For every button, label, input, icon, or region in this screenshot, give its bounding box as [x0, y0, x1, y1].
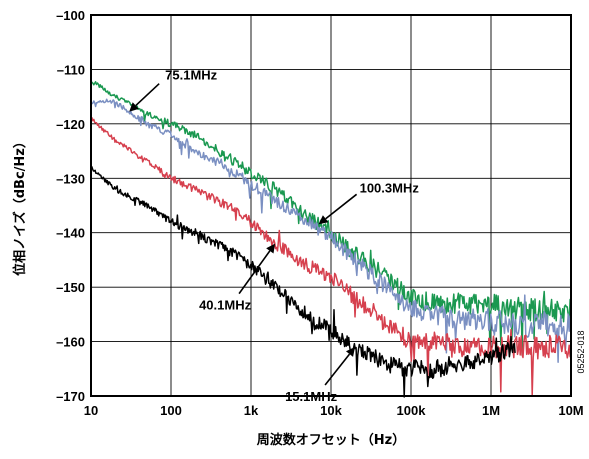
series-line-100.3MHz [90, 80, 572, 356]
y-tick-label: –100 [56, 8, 85, 23]
annotation-arrow-head [318, 215, 329, 225]
y-tick-labels: –100 –110 –120 –130 –140 –150 –160 –170 [56, 8, 85, 404]
annotation-label: 75.1MHz [165, 68, 218, 83]
y-axis-label: 位相ノイズ（dBc/Hz） [12, 135, 28, 276]
x-axis-label: 周波数オフセット（Hz） [257, 432, 405, 448]
x-tick-label: 100 [160, 403, 182, 418]
y-tick-label: –150 [56, 280, 85, 295]
annotation-arrow-shaft [135, 83, 160, 107]
y-tick-label: –140 [56, 226, 85, 241]
annotation-arrow-shaft [324, 353, 351, 386]
annotation-arrow-shaft [325, 193, 358, 220]
annotation-arrow-head [266, 243, 276, 254]
annotation-label: 15.1MHz [285, 389, 338, 404]
y-tick-label: –170 [56, 389, 85, 404]
x-tick-label: 100k [397, 403, 427, 418]
x-tick-label: 1M [482, 403, 500, 418]
y-tick-label: –130 [56, 171, 85, 186]
y-tick-label: –160 [56, 335, 85, 350]
annotation-arrow-head [345, 347, 356, 357]
gridlines [90, 14, 572, 397]
x-tick-label: 10 [84, 403, 98, 418]
series-line-15.1MHz [90, 165, 516, 398]
figure-id: 05252-018 [576, 330, 586, 373]
x-tick-labels: 10 100 1k 10k 100k 1M 10M [84, 403, 584, 418]
series-line-75.1MHz [90, 98, 572, 363]
plot-frame [90, 14, 572, 397]
annotation-arrow-shaft [238, 250, 271, 295]
series-lines [90, 80, 572, 398]
x-tick-label: 1k [244, 403, 259, 418]
y-tick-label: –110 [57, 62, 85, 77]
y-tick-label: –120 [56, 117, 85, 132]
x-tick-label: 10M [558, 403, 583, 418]
annotation-arrow-head [129, 102, 139, 112]
x-tick-label: 10k [320, 403, 342, 418]
annotation-label: 40.1MHz [199, 298, 252, 313]
annotations: 75.1MHz 100.3MHz 40.1MHz 15.1MHz [129, 68, 419, 404]
annotation-label: 100.3MHz [360, 180, 420, 195]
